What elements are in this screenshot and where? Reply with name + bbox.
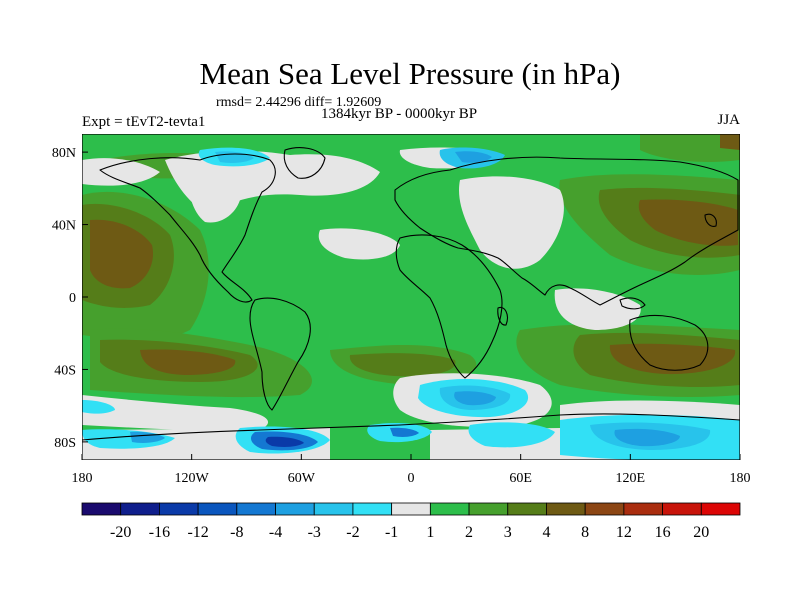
x-tick-label: 180: [730, 471, 751, 486]
colorbar-label: 2: [465, 524, 473, 541]
y-tick-label: 80N: [52, 146, 76, 161]
colorbar-swatch: [662, 502, 702, 516]
colorbar-label: 3: [504, 524, 512, 541]
colorbar-swatch: [159, 502, 199, 516]
y-tick-label: 40S: [54, 363, 76, 378]
x-tick-label: 120W: [175, 471, 210, 486]
colorbar-swatch: [623, 502, 663, 516]
y-tick-label: 80S: [54, 436, 76, 451]
colorbar-swatch: [700, 502, 741, 516]
colorbar-label: 1: [426, 524, 434, 541]
colorbar-swatch: [236, 502, 276, 516]
stats-text: rmsd= 2.44296 diff= 1.92609: [216, 95, 382, 110]
colorbar-swatch: [352, 502, 393, 516]
experiment-label: Expt = tEvT2-tevta1: [82, 114, 206, 130]
y-axis: 80N 40N 0 40S 80S: [52, 146, 88, 451]
colorbar-swatch: [468, 502, 509, 516]
colorbar-label: -3: [308, 524, 321, 541]
colorbar-label: -4: [269, 524, 282, 541]
colorbar-label: 12: [616, 524, 632, 541]
colorbar-swatch: [275, 502, 315, 516]
x-tick-label: 0: [408, 471, 415, 486]
colorbar-swatch: [546, 502, 586, 516]
period-text: 1384kyr BP - 0000kyr BP: [321, 106, 478, 122]
colorbar-label: -2: [346, 524, 359, 541]
colorbar-swatch: [120, 502, 160, 516]
colorbar: -20 -16 -12 -8 -4 -3 -2 -1 1 2 3 4 8 12 16 20: [81, 502, 741, 541]
colorbar-label: -8: [230, 524, 243, 541]
x-axis: 180 120W 60W 0 60E 120E 180: [72, 454, 751, 486]
colorbar-label: -20: [110, 524, 131, 541]
season-label: JJA: [717, 112, 740, 128]
colorbar-label: 8: [581, 524, 589, 541]
x-tick-label: 60W: [288, 471, 316, 486]
colorbar-label: -12: [187, 524, 208, 541]
colorbar-label: 4: [542, 524, 550, 541]
y-tick-label: 0: [69, 291, 76, 306]
colorbar-swatch: [507, 502, 547, 516]
x-tick-label: 60E: [509, 471, 532, 486]
colorbar-swatch: [391, 502, 431, 516]
colorbar-swatch: [429, 502, 470, 516]
x-tick-label: 120E: [616, 471, 646, 486]
map-field: [82, 134, 740, 460]
coastlines: [82, 147, 740, 441]
colorbar-label: 16: [655, 524, 671, 541]
colorbar-label: 20: [693, 524, 709, 541]
colorbar-swatch: [81, 502, 122, 516]
colorbar-swatch: [584, 502, 625, 516]
field-level-4-8: [90, 134, 740, 375]
y-tick-label: 40N: [52, 219, 76, 234]
colorbar-swatch: [197, 502, 238, 516]
field-level-negative: [82, 147, 740, 460]
chart-title: Mean Sea Level Pressure (in hPa): [199, 56, 621, 91]
colorbar-swatch: [313, 502, 354, 516]
colorbar-label: -1: [385, 524, 398, 541]
colorbar-label: -16: [149, 524, 170, 541]
x-tick-label: 180: [72, 471, 93, 486]
